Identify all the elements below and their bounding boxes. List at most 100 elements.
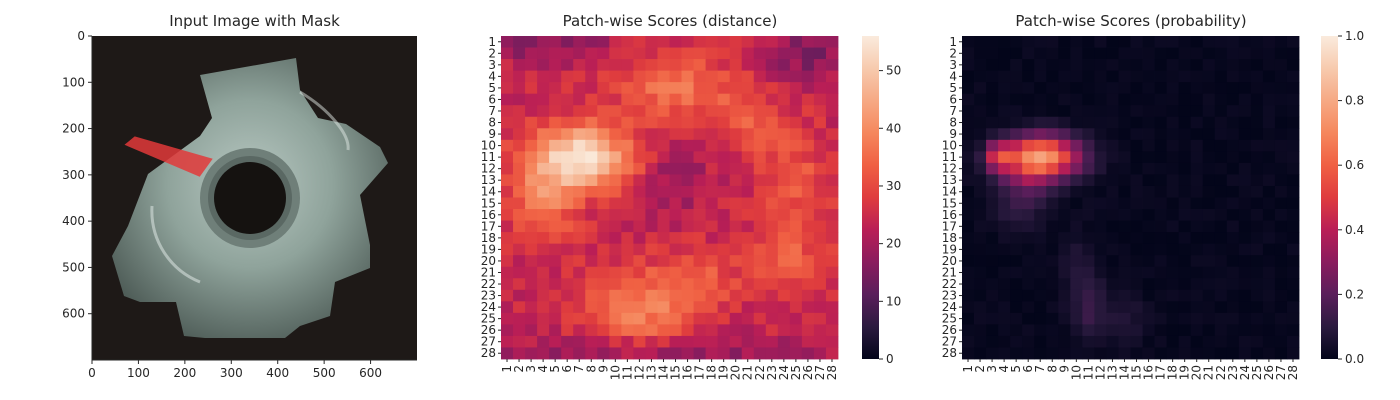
heatmap-cell xyxy=(573,59,586,72)
heatmap-cell xyxy=(681,105,694,118)
heatmap-cell xyxy=(1214,232,1228,245)
heatmap-cell xyxy=(717,312,731,325)
heatmap-cell xyxy=(705,59,719,72)
heatmap-cell xyxy=(729,347,743,360)
heatmap-cell xyxy=(1094,185,1107,198)
heatmap-cell xyxy=(1262,151,1276,164)
heatmap-cell xyxy=(693,82,707,95)
heatmap-cell xyxy=(741,232,755,245)
heatmap-cell xyxy=(1058,93,1071,106)
row-tick-label: 11 xyxy=(942,150,957,164)
heatmap-cell xyxy=(1082,59,1095,72)
heatmap-cell xyxy=(1094,209,1107,221)
heatmap-cell xyxy=(1238,59,1252,72)
heatmap-cell xyxy=(561,139,574,152)
heatmap-cell xyxy=(1250,312,1264,325)
heatmap-cell xyxy=(513,255,526,268)
heatmap-cell xyxy=(1010,36,1023,48)
heatmap-cell xyxy=(1082,70,1095,83)
heatmap-cell xyxy=(825,174,839,187)
heatmap-cell xyxy=(1166,162,1180,175)
heatmap-cell xyxy=(657,289,670,302)
heatmap-cell xyxy=(962,324,975,337)
heatmap-cell xyxy=(1202,105,1216,118)
heatmap-cell xyxy=(998,266,1011,279)
heatmap-cell xyxy=(537,139,550,152)
heatmap-cell xyxy=(1106,324,1119,337)
heatmap-cell xyxy=(657,128,670,141)
heatmap-cell xyxy=(705,255,719,268)
probability-colorbar xyxy=(1321,36,1338,359)
heatmap-cell xyxy=(765,289,779,302)
heatmap-cell xyxy=(645,220,658,233)
heatmap-cell xyxy=(777,335,791,348)
heatmap-cell xyxy=(801,266,815,279)
heatmap-cell xyxy=(1070,162,1083,175)
heatmap-cell xyxy=(741,312,755,325)
heatmap-cell xyxy=(645,301,658,314)
heatmap-cell xyxy=(1190,266,1204,279)
heatmap-cell xyxy=(962,289,975,302)
heatmap-cell xyxy=(633,255,646,268)
heatmap-cell xyxy=(501,151,514,164)
heatmap-cell xyxy=(717,128,731,141)
heatmap-cell xyxy=(693,59,707,72)
heatmap-cell xyxy=(1118,255,1131,268)
heatmap-cell xyxy=(645,47,658,60)
heatmap-cell xyxy=(789,243,803,256)
heatmap-cell xyxy=(1142,312,1155,325)
heatmap-cell xyxy=(825,139,839,152)
heatmap-cell xyxy=(549,70,562,83)
heatmap-cell xyxy=(597,151,610,164)
heatmap-cell xyxy=(777,93,791,106)
heatmap-cell xyxy=(813,151,827,164)
heatmap-cell xyxy=(549,36,562,48)
heatmap-cell xyxy=(1118,312,1131,325)
heatmap-cell xyxy=(801,278,815,291)
heatmap-cell xyxy=(657,93,670,106)
heatmap-cell xyxy=(1178,185,1192,198)
col-tick-label: 22 xyxy=(753,365,767,380)
heatmap-cell xyxy=(986,47,999,60)
heatmap-cell xyxy=(717,243,731,256)
heatmap-cell xyxy=(681,289,694,302)
heatmap-cell xyxy=(1034,162,1047,175)
heatmap-cell xyxy=(753,116,767,129)
row-tick-label: 2 xyxy=(488,46,496,60)
heatmap-cell xyxy=(1034,36,1047,48)
heatmap-cell xyxy=(1262,174,1276,187)
heatmap-cell xyxy=(609,59,622,72)
heatmap-cell xyxy=(974,185,987,198)
heatmap-cell xyxy=(537,162,550,175)
heatmap-cell xyxy=(525,47,538,60)
heatmap-cell xyxy=(1070,312,1083,325)
heatmap-cell xyxy=(501,266,514,279)
row-tick-label: 12 xyxy=(942,162,957,176)
heatmap-cell xyxy=(681,116,694,129)
heatmap-cell xyxy=(825,278,839,291)
heatmap-cell xyxy=(1010,197,1023,210)
heatmap-cell xyxy=(998,312,1011,325)
heatmap-cell xyxy=(789,347,803,360)
heatmap-cell xyxy=(765,209,779,221)
heatmap-cell xyxy=(597,70,610,83)
heatmap-cell xyxy=(1034,59,1047,72)
heatmap-cell xyxy=(1046,162,1059,175)
heatmap-cell xyxy=(1154,185,1168,198)
heatmap-cell xyxy=(765,220,779,233)
heatmap-cell xyxy=(765,105,779,118)
heatmap-cell xyxy=(1010,82,1023,95)
heatmap-cell xyxy=(1250,335,1264,348)
heatmap-cell xyxy=(741,93,755,106)
heatmap-cell xyxy=(1046,70,1059,83)
heatmap-cell xyxy=(962,232,975,245)
heatmap-cell xyxy=(1118,162,1131,175)
heatmap-cell xyxy=(765,278,779,291)
heatmap-cell xyxy=(1070,128,1083,141)
heatmap-cell xyxy=(1070,289,1083,302)
colorbar-tick-label: 40 xyxy=(886,121,901,135)
heatmap-cell xyxy=(1166,105,1180,118)
heatmap-cell xyxy=(1202,312,1216,325)
heatmap-cell xyxy=(657,70,670,83)
heatmap-cell xyxy=(974,128,987,141)
